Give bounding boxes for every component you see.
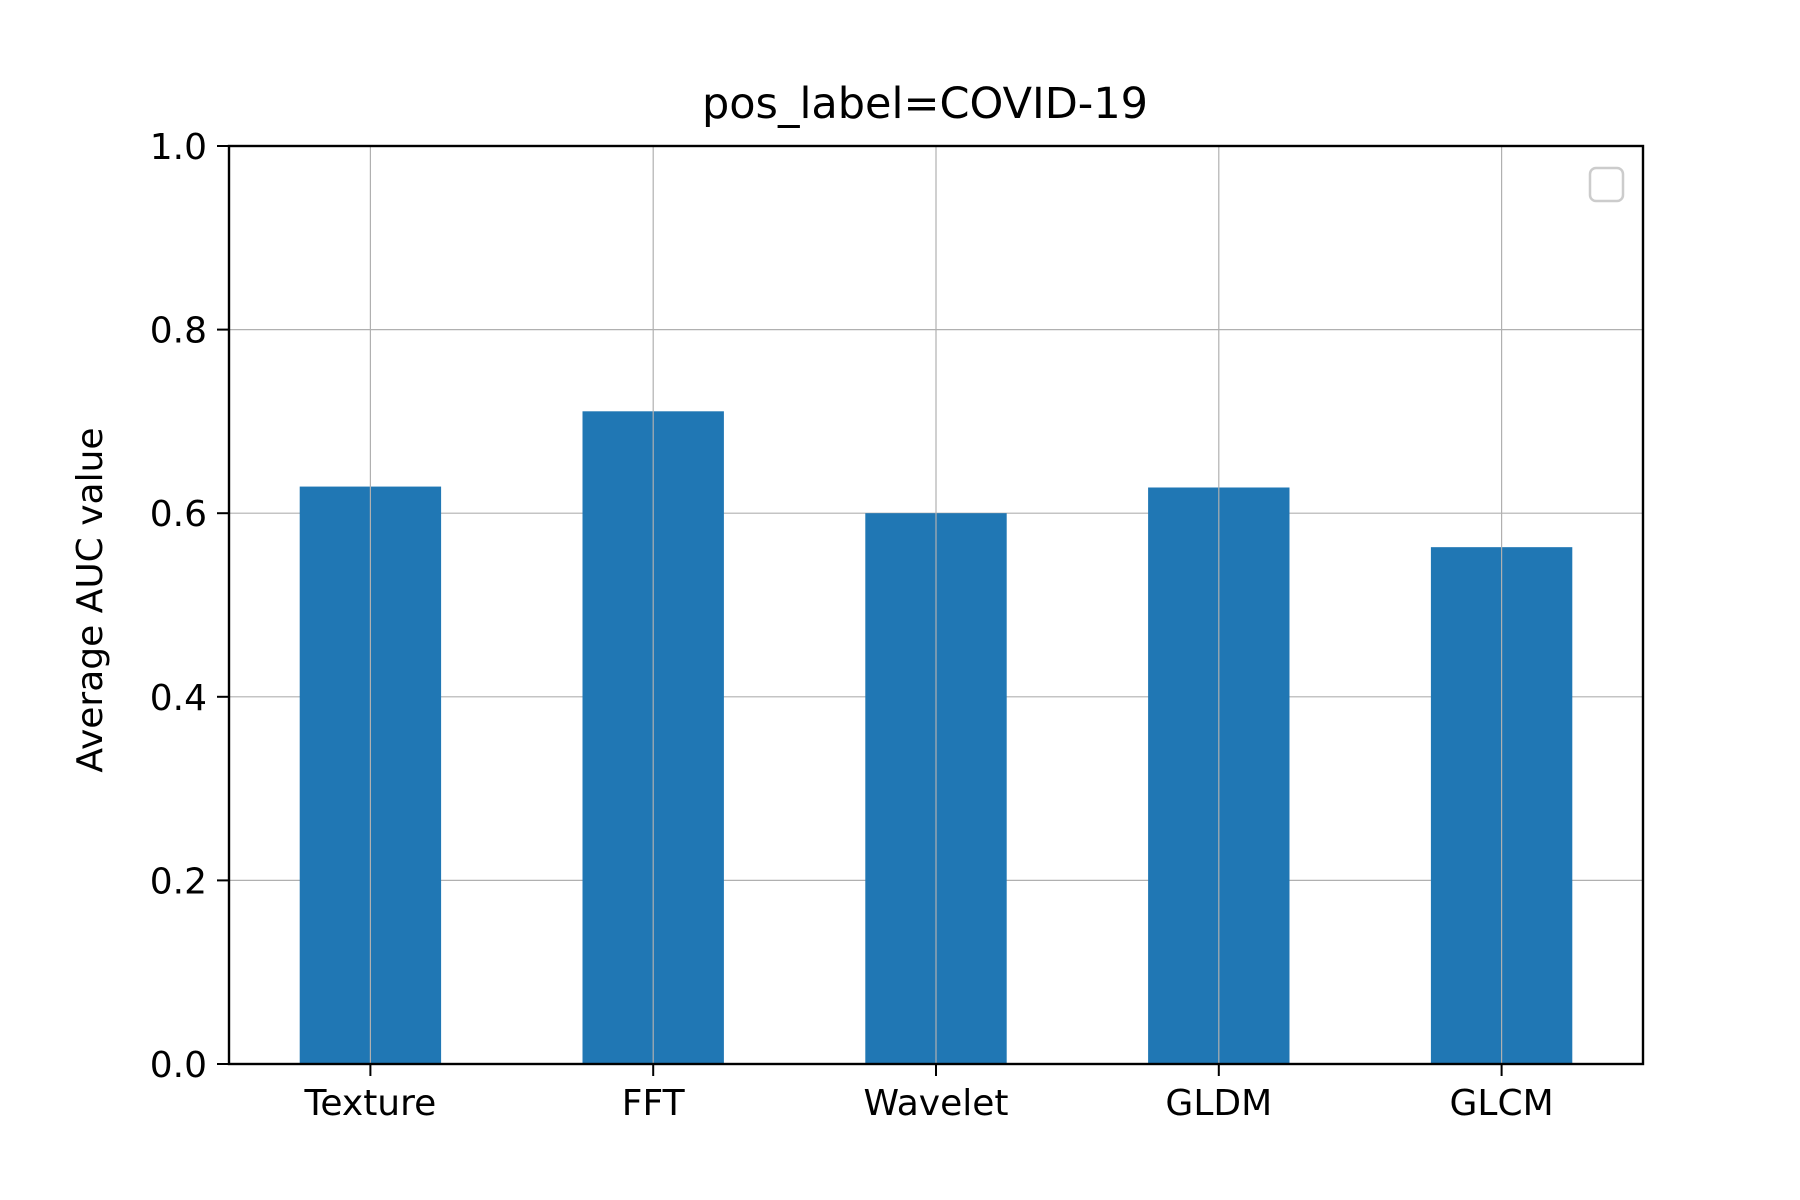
x-tick-label: GLCM <box>1450 1083 1554 1124</box>
x-tick-label: GLDM <box>1165 1083 1272 1124</box>
legend <box>1588 166 1625 203</box>
vertical-grid-lines <box>369 146 1503 1064</box>
chart-title: pos_label=COVID-19 <box>702 79 1148 129</box>
x-tick-label: Wavelet <box>863 1083 1008 1124</box>
x-tick-label: FFT <box>622 1083 686 1124</box>
y-tick-label: 1.0 <box>150 127 207 168</box>
y-axis-label: Average AUC value <box>70 427 111 772</box>
x-tick-label: Texture <box>304 1083 437 1124</box>
axes: 0.0 0.2 0.4 0.6 0.8 1.0 Texture FFT Wavelet GLDM G… <box>150 127 1645 1124</box>
legend-box <box>1588 166 1625 203</box>
y-tick-label: 0.2 <box>150 861 207 902</box>
y-tick-label: 0.6 <box>150 494 207 535</box>
y-tick-label: 0.4 <box>150 678 207 719</box>
y-tick-label: 0.0 <box>150 1045 207 1086</box>
y-tick-label: 0.8 <box>150 311 207 352</box>
